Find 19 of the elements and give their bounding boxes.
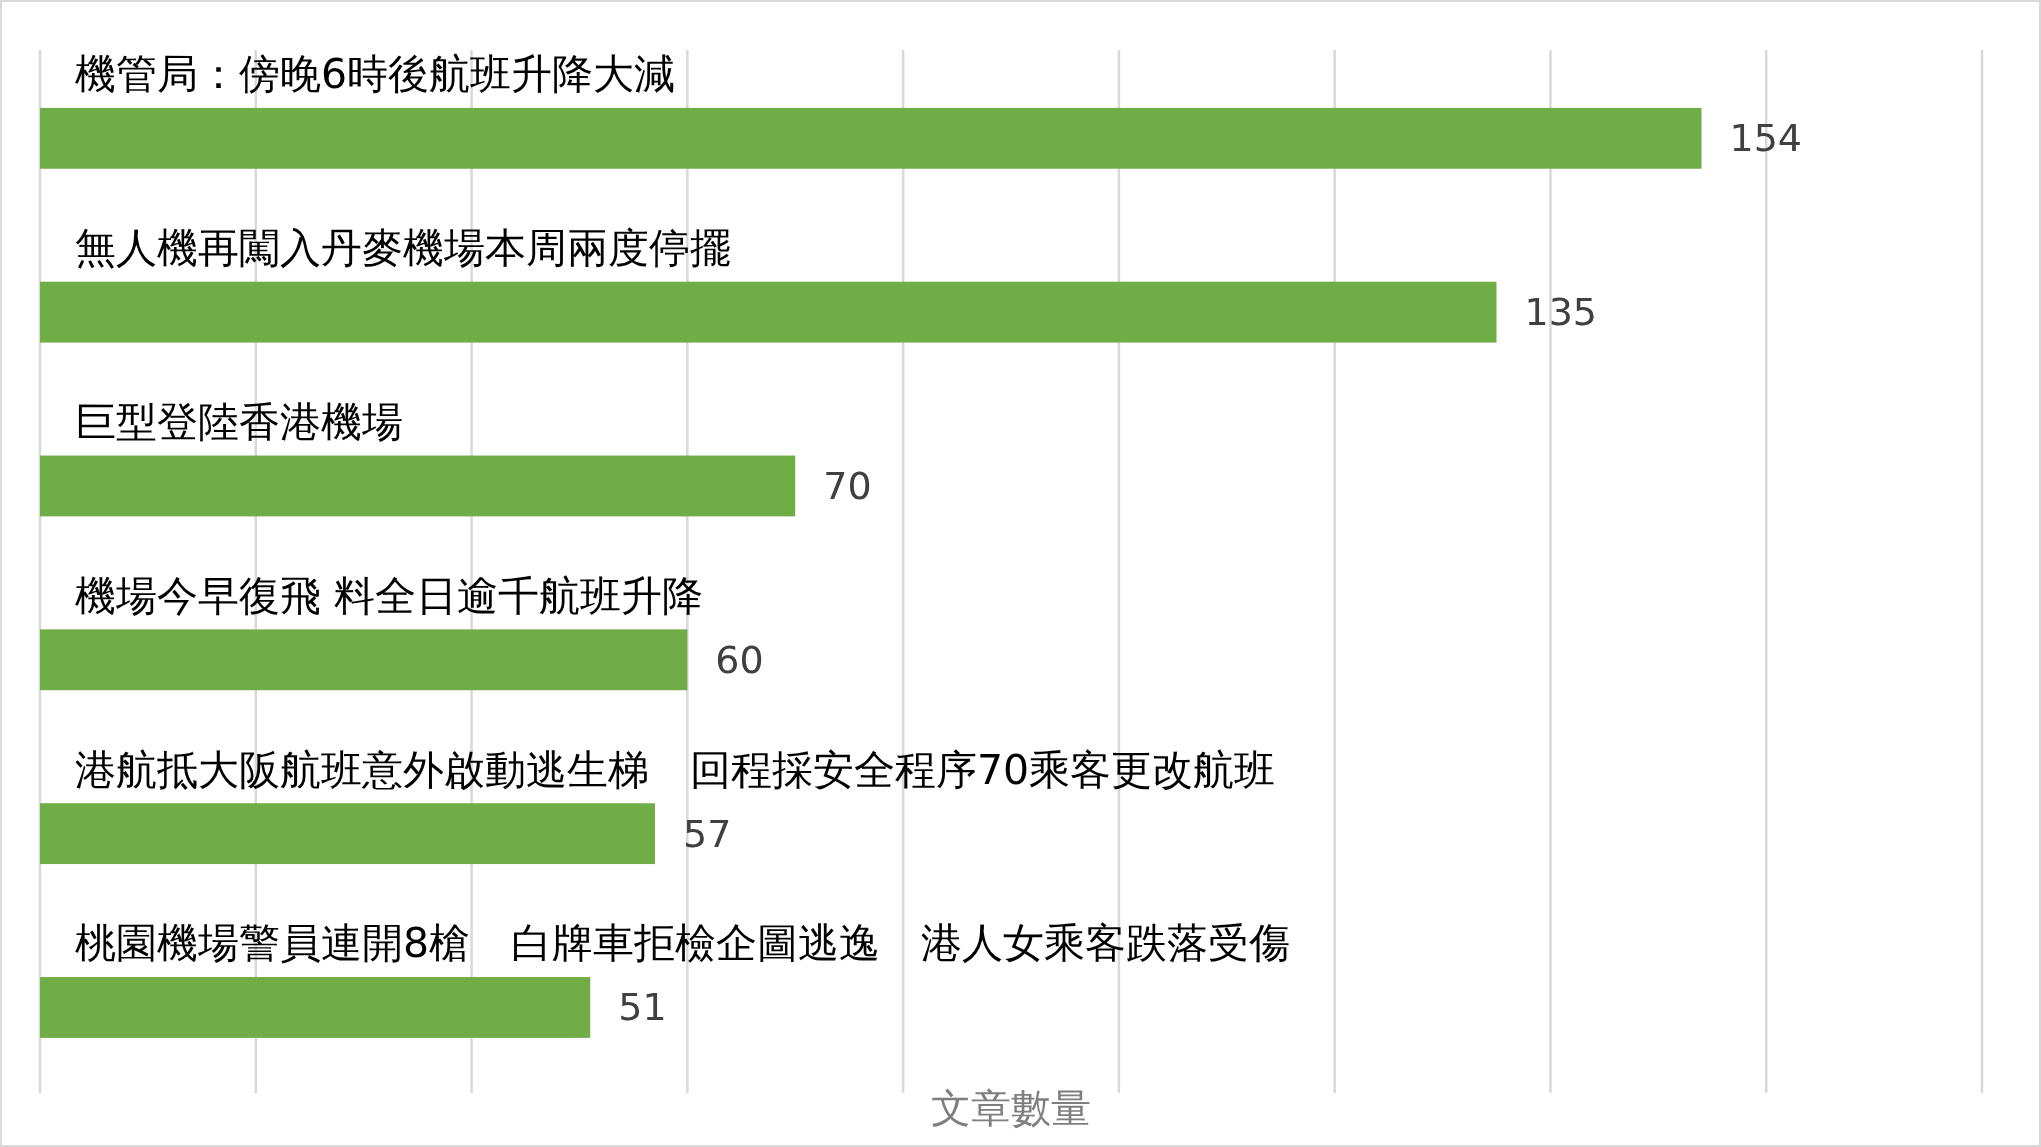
data-label: 60 xyxy=(715,637,764,682)
bar xyxy=(40,977,591,1038)
x-axis-title: 文章數量 xyxy=(931,1085,1091,1131)
data-label: 51 xyxy=(618,985,667,1030)
y-tick-label: 桃園機場警員連開8槍 白牌車拒檢企圖逃逸 港人女乘客跌落受傷 xyxy=(75,919,1291,968)
y-tick-label: 港航抵大阪航班意外啟動逃生梯 回程採安全程序70乘客更改航班 xyxy=(75,745,1276,794)
data-label: 135 xyxy=(1524,290,1598,335)
data-label: 154 xyxy=(1729,116,1803,161)
y-tick-label: 無人機再闖入丹麥機場本周兩度停擺 xyxy=(75,224,731,273)
bar xyxy=(40,107,1702,169)
bar xyxy=(40,803,655,865)
data-label: 57 xyxy=(682,811,732,856)
bar xyxy=(40,281,1497,343)
data-label: 70 xyxy=(823,463,872,508)
y-tick-label: 機管局：傍晚6時後航班升降大減 xyxy=(75,50,676,99)
bar xyxy=(40,455,796,517)
bar xyxy=(40,629,688,691)
y-tick-label: 機場今早復飛 料全日逾千航班升降 xyxy=(75,571,704,620)
y-tick-label: 巨型登陸香港機場 xyxy=(75,397,403,446)
